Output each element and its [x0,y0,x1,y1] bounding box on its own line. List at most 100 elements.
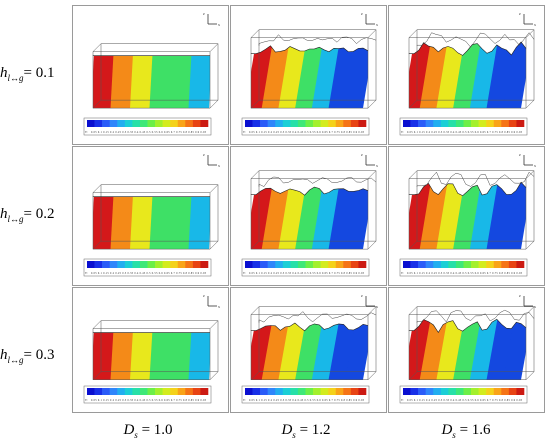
colorbar-swatch [275,120,284,127]
column-label-3: Ds = 1.6 [406,422,526,440]
colorbar-swatch [433,261,442,268]
temperature-band [469,182,500,250]
temperature-band [93,332,116,380]
colorbar-swatch [448,120,457,127]
domain-box-edge [525,371,535,380]
colorbar-swatch [410,388,419,395]
temperature-field [93,196,210,250]
domain-box-edge [367,29,377,38]
temperature-band [469,319,500,380]
colorbar-swatch [245,388,253,395]
colorbar-variable-label: T: [243,271,246,275]
temperature-band [436,42,467,109]
column-subscript: s [452,430,456,440]
colorbar-swatch [455,388,464,395]
temperature-band [486,182,517,250]
colorbar-swatch [87,261,95,268]
colorbar-swatch [486,261,495,268]
temperature-band [409,319,433,380]
contour-panel-r3-c1: z x T: 0.05 0.1 0.15 0.2 0.25 0.3 0.35 0.4 … [72,287,229,413]
column-symbol: D [123,422,135,438]
domain-box-edge [408,29,418,38]
colorbar-swatch [350,120,359,127]
row-label-2: hl↔g= 0.2 [0,202,70,226]
temperature-band [295,45,325,109]
temperature-band [419,42,450,109]
colorbar-swatch [418,388,426,395]
temperature-band [295,187,325,250]
axis-x-label: x [218,22,220,27]
colorbar-variable-label: T: [401,130,404,134]
colorbar-tick-labels: 0.05 0.1 0.15 0.2 0.25 0.3 0.35 0.4 0.45… [91,272,207,275]
temperature-band [419,182,450,250]
domain-box-edge [250,99,260,109]
colorbar-swatch [335,120,344,127]
colorbar-tick-labels: 0.05 0.1 0.15 0.2 0.25 0.3 0.35 0.4 0.45… [249,131,365,134]
temperature-band [311,323,342,380]
colorbar-swatch [155,120,163,127]
colorbar-swatch [117,120,126,127]
column-subscript: s [292,430,296,440]
colorbar-swatch [87,120,95,127]
colorbar-swatch [147,261,156,268]
colorbar-swatch [508,388,517,395]
colorbar-swatch [516,388,525,395]
colorbar-tick-labels: 0.05 0.1 0.15 0.2 0.25 0.3 0.35 0.4 0.45… [407,399,523,402]
colorbar-swatch [463,388,472,395]
colorbar-swatch [200,388,209,395]
colorbar-swatch [463,261,472,268]
temperature-band [110,196,135,250]
temperature-band [169,332,194,380]
free-surface-line [408,318,527,333]
temperature-band [130,55,155,109]
colorbar-swatch [305,120,314,127]
colorbar-swatch [478,388,487,395]
colorbar-swatch [418,261,426,268]
colorbar-swatch [516,261,525,268]
colorbar-swatch [350,388,359,395]
colorbar-swatch [192,388,201,395]
colorbar-swatch [455,261,464,268]
domain-box-edge [525,240,535,250]
domain-box-edge [408,306,418,315]
contour-panel-r3-c2: z x T: 0.05 0.1 0.15 0.2 0.25 0.3 0.35 0.4 … [230,287,387,413]
contour-panel-r2-c1: z x T: 0.05 0.1 0.15 0.2 0.25 0.3 0.35 0.4 … [72,146,229,286]
axis-x-label: x [534,22,536,27]
colorbar-swatch [155,261,163,268]
temperature-band [110,55,135,109]
colorbar-swatch [252,261,261,268]
colorbar-swatch [486,120,495,127]
temperature-band [486,319,517,380]
domain-box-edge [408,170,418,179]
colorbar-swatch [267,261,276,268]
temperature-band [169,55,194,109]
colorbar-swatch [260,388,268,395]
temperature-band [149,196,174,250]
colorbar-swatch [313,261,321,268]
domain-box-edge [250,371,260,380]
domain-box-edge [367,99,377,109]
colorbar-swatch [358,120,367,127]
row-subscript: l↔g [7,355,24,365]
colorbar-swatch [155,388,163,395]
temperature-field [409,182,526,250]
colorbar-swatch [493,261,502,268]
temperature-band [278,45,309,109]
colorbar-swatch [290,388,299,395]
colorbar-swatch [252,120,261,127]
colorbar-swatch [501,120,510,127]
colorbar-swatch [440,120,449,127]
domain-box-back [100,184,219,242]
temperature-band [188,55,210,109]
domain-box-edge [525,306,535,315]
contour-panel-r1-c3: z x T: 0.05 0.1 0.15 0.2 0.25 0.3 0.35 0.4 … [388,5,545,145]
domain-box-edge [250,29,260,38]
colorbar-swatch [282,388,291,395]
colorbar-swatch [305,261,314,268]
colorbar-swatch [192,120,201,127]
colorbar-swatch [328,388,337,395]
axis-z-label: z [203,293,205,298]
temperature-band [345,187,368,250]
colorbar-swatch [335,388,344,395]
row-subscript: l↔g [7,214,24,224]
